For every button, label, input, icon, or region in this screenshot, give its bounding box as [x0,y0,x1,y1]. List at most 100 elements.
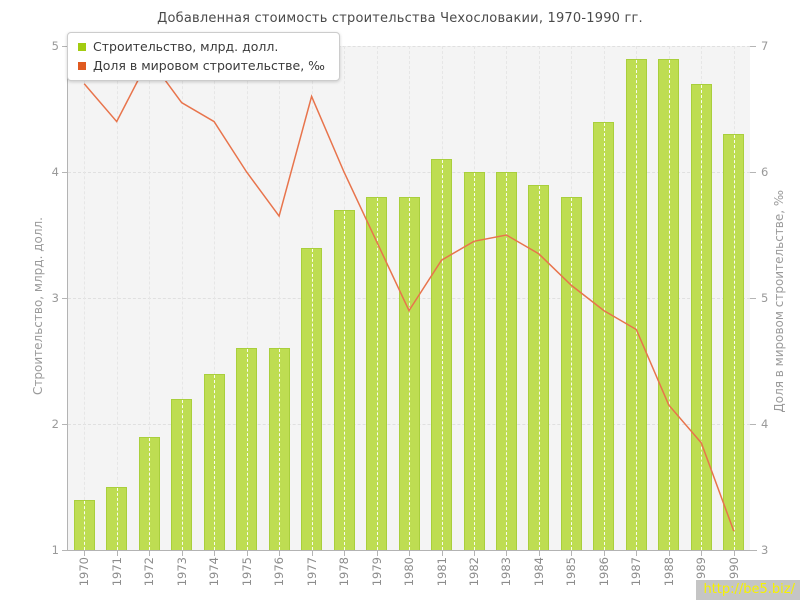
bar-gridline-overlay [538,185,540,550]
left-axis-title: Строительство, млрд. долл. [31,217,45,395]
right-tick-label-7: 7 [761,39,769,53]
bottom-axis-line [67,550,757,551]
x-tick-label-1976: 1976 [272,557,287,587]
watermark-link[interactable]: http://be5.biz/ [696,580,800,600]
chart-title: Добавленная стоимость строительства Чехо… [157,11,643,26]
right-tick-label-5: 5 [761,291,769,305]
legend-item-label: Доля в мировом строительстве, ‰ [93,58,325,73]
legend-item-label: Строительство, млрд. долл. [93,39,279,54]
x-tick-1971 [116,551,118,556]
bar-gridline-overlay [149,437,151,550]
bar-gridline-overlay [571,198,573,550]
x-tick-1986 [603,551,605,556]
x-tick-label-1980: 1980 [402,557,416,587]
x-tick-label-1972: 1972 [142,557,157,587]
world-share-legend-swatch [78,61,86,70]
bar-1975[interactable] [236,348,258,550]
x-tick-1978 [344,551,345,556]
legend-item-world-share[interactable]: Доля в мировом строительстве, ‰ [78,56,325,75]
bar-1982[interactable] [463,172,485,550]
right-tick-label-3: 3 [761,543,769,557]
bar-1974[interactable] [203,373,225,550]
world-share-line[interactable] [83,57,735,532]
left-tick-3 [62,298,68,299]
bar-gridline-overlay [701,84,703,550]
x-tick-1982 [474,551,475,556]
bar-1980[interactable] [398,197,420,550]
bar-1979[interactable] [366,197,387,550]
x-tick-label-1970: 1970 [77,557,92,587]
left-tick-label-5: 5 [51,39,59,53]
v-gridline-1970 [84,46,86,550]
bar-1972[interactable] [138,436,160,550]
left-tick-1 [62,550,68,551]
bar-1987[interactable] [625,58,647,550]
v-gridline-1972 [149,46,151,550]
x-tick-1979 [376,551,378,556]
bar-1976[interactable] [268,348,290,550]
bar-1970[interactable] [73,499,95,550]
left-axis-line [67,40,68,551]
plot-area [68,46,750,550]
bar-gridline-overlay [668,59,670,550]
bar-gridline-overlay [344,210,345,550]
bar-1989[interactable] [690,83,712,550]
v-gridline-1976 [279,46,281,550]
bar-1973[interactable] [171,398,193,550]
x-tick-label-1986: 1986 [596,557,611,587]
x-tick-1988 [668,551,670,556]
x-tick-1975 [246,551,248,556]
bar-1988[interactable] [658,58,680,550]
bar-gridline-overlay [474,173,475,550]
bar-gridline-overlay [441,160,443,550]
v-gridline-1971 [116,46,118,550]
x-tick-label-1984: 1984 [531,557,546,587]
right-tick-3 [750,550,756,551]
x-tick-1977 [311,551,313,556]
x-tick-1990 [733,551,735,556]
x-tick-label-1978: 1978 [337,557,351,587]
v-gridline-1974 [214,46,216,550]
legend: Строительство, млрд. долл. Доля в мирово… [67,32,340,81]
x-tick-label-1985: 1985 [564,557,579,587]
legend-item-construction[interactable]: Строительство, млрд. долл. [78,37,325,56]
construction-legend-swatch [78,42,86,51]
bar-1986[interactable] [593,121,615,550]
left-tick-label-3: 3 [51,291,59,305]
x-tick-1984 [538,551,540,556]
x-tick-1970 [84,551,86,556]
bar-1983[interactable] [495,172,517,550]
bar-gridline-overlay [311,248,313,550]
bar-gridline-overlay [603,122,605,550]
x-tick-1981 [441,551,443,556]
x-tick-label-1979: 1979 [369,557,384,587]
x-tick-1989 [701,551,703,556]
bar-1978[interactable] [333,209,355,550]
left-tick-label-4: 4 [51,165,59,179]
bar-1985[interactable] [560,197,582,550]
bar-1977[interactable] [301,247,323,550]
bar-1971[interactable] [106,487,128,550]
x-tick-1974 [214,551,216,556]
x-tick-label-1974: 1974 [207,557,222,587]
bar-gridline-overlay [84,500,86,550]
x-tick-label-1971: 1971 [109,557,124,587]
bar-1990[interactable] [723,134,745,550]
bar-gridline-overlay [376,198,378,550]
right-tick-7 [750,46,756,47]
left-tick-4 [62,172,68,173]
x-tick-1987 [636,551,638,556]
bar-1984[interactable] [528,184,550,550]
bar-gridline-overlay [409,198,410,550]
line-layer [83,57,735,532]
bar-gridline-overlay [733,135,735,550]
left-tick-label-2: 2 [51,417,59,431]
right-tick-label-4: 4 [761,417,769,431]
bar-gridline-overlay [214,374,216,550]
x-tick-label-1983: 1983 [499,557,514,587]
bar-gridline-overlay [636,59,638,550]
x-tick-label-1977: 1977 [304,557,319,587]
x-tick-1976 [279,551,281,556]
x-tick-label-1973: 1973 [174,557,189,587]
